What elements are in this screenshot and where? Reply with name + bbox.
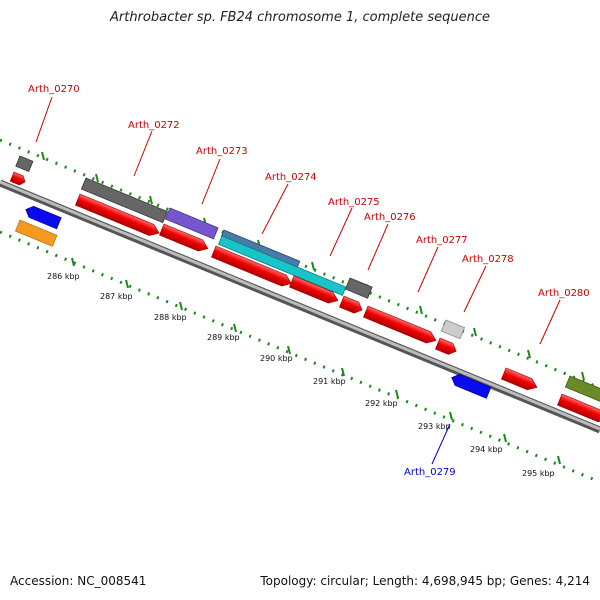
gene-label-arth-0275[interactable]: Arth_0275 xyxy=(328,197,380,208)
gene-arrow-red-6[interactable] xyxy=(339,295,364,315)
scale-label-286: 286 kbp xyxy=(47,272,80,281)
gene-label-arth-0272[interactable]: Arth_0272 xyxy=(128,120,180,131)
gene-arrow-red-9[interactable] xyxy=(501,367,539,393)
gene-arrow-red-5[interactable] xyxy=(289,275,340,306)
gene-arrow-red-2[interactable] xyxy=(75,193,161,239)
gene-block-orange[interactable] xyxy=(15,219,58,247)
map-title: Arthrobacter sp. FB24 chromosome 1, comp… xyxy=(109,10,491,25)
gene-label-arth-0278[interactable]: Arth_0278 xyxy=(462,254,514,265)
gene-label-arth-0280[interactable]: Arth_0280 xyxy=(538,288,590,299)
scale-label-289: 289 kbp xyxy=(207,333,240,342)
gene-label-arth-0270[interactable]: Arth_0270 xyxy=(28,84,80,95)
gene-arrow-red-4[interactable] xyxy=(211,245,293,289)
reverse-strand-genes xyxy=(15,204,492,399)
gene-label-arth-0276[interactable]: Arth_0276 xyxy=(364,212,416,223)
gene-arrow-blue-1[interactable] xyxy=(23,204,62,230)
chromosome-backbone-highlight xyxy=(0,180,600,431)
scale-label-294: 294 kbp xyxy=(470,445,503,454)
gene-arrow-red-8[interactable] xyxy=(435,337,458,357)
gene-arrow-red-7[interactable] xyxy=(363,305,438,346)
gene-block-gray-small[interactable] xyxy=(15,155,34,173)
scale-label-295: 295 kbp xyxy=(522,469,555,478)
label-leader-lines xyxy=(35,96,561,465)
scale-label-288: 288 kbp xyxy=(154,313,187,322)
gene-label-arth-0274[interactable]: Arth_0274 xyxy=(265,172,317,183)
gene-arrow-red-3[interactable] xyxy=(159,223,210,254)
gene-block-purple[interactable] xyxy=(164,207,219,240)
gene-label-arth-0273[interactable]: Arth_0273 xyxy=(196,146,248,157)
topology-label: Topology: circular; Length: 4,698,945 bp… xyxy=(260,574,590,588)
gene-arrow-blue-2[interactable] xyxy=(449,372,492,399)
scale-label-292: 292 kbp xyxy=(365,399,398,408)
gene-label-arth-0277[interactable]: Arth_0277 xyxy=(416,235,468,246)
gene-arrow-red-10[interactable] xyxy=(557,393,600,425)
outer-tick-ring xyxy=(0,138,600,390)
gene-block-gray[interactable] xyxy=(80,177,168,224)
gene-arrow-red-1[interactable] xyxy=(9,171,27,187)
inner-major-ticks xyxy=(71,257,561,465)
scale-label-291: 291 kbp xyxy=(313,377,346,386)
scale-labels: 286 kbp 287 kbp 288 kbp 289 kbp 290 kbp … xyxy=(47,272,555,478)
scale-label-293: 293 kbp xyxy=(418,422,451,431)
scale-label-290: 290 kbp xyxy=(260,354,293,363)
gene-label-arth-0279[interactable]: Arth_0279 xyxy=(404,467,456,478)
gene-block-cyan[interactable] xyxy=(218,235,347,296)
forward-strand-genes xyxy=(15,155,600,403)
red-genes xyxy=(9,171,600,425)
gene-block-gray-2[interactable] xyxy=(344,277,373,299)
gene-block-light-gray[interactable] xyxy=(440,319,466,340)
inner-tick-ring xyxy=(0,230,600,484)
accession-label: Accession: NC_008541 xyxy=(10,574,147,588)
gene-block-olive[interactable] xyxy=(564,375,600,403)
scale-label-287: 287 kbp xyxy=(100,292,133,301)
gene-labels: Arth_0270 Arth_0272 Arth_0273 Arth_0274 … xyxy=(28,84,590,478)
outer-major-ticks xyxy=(41,151,585,381)
